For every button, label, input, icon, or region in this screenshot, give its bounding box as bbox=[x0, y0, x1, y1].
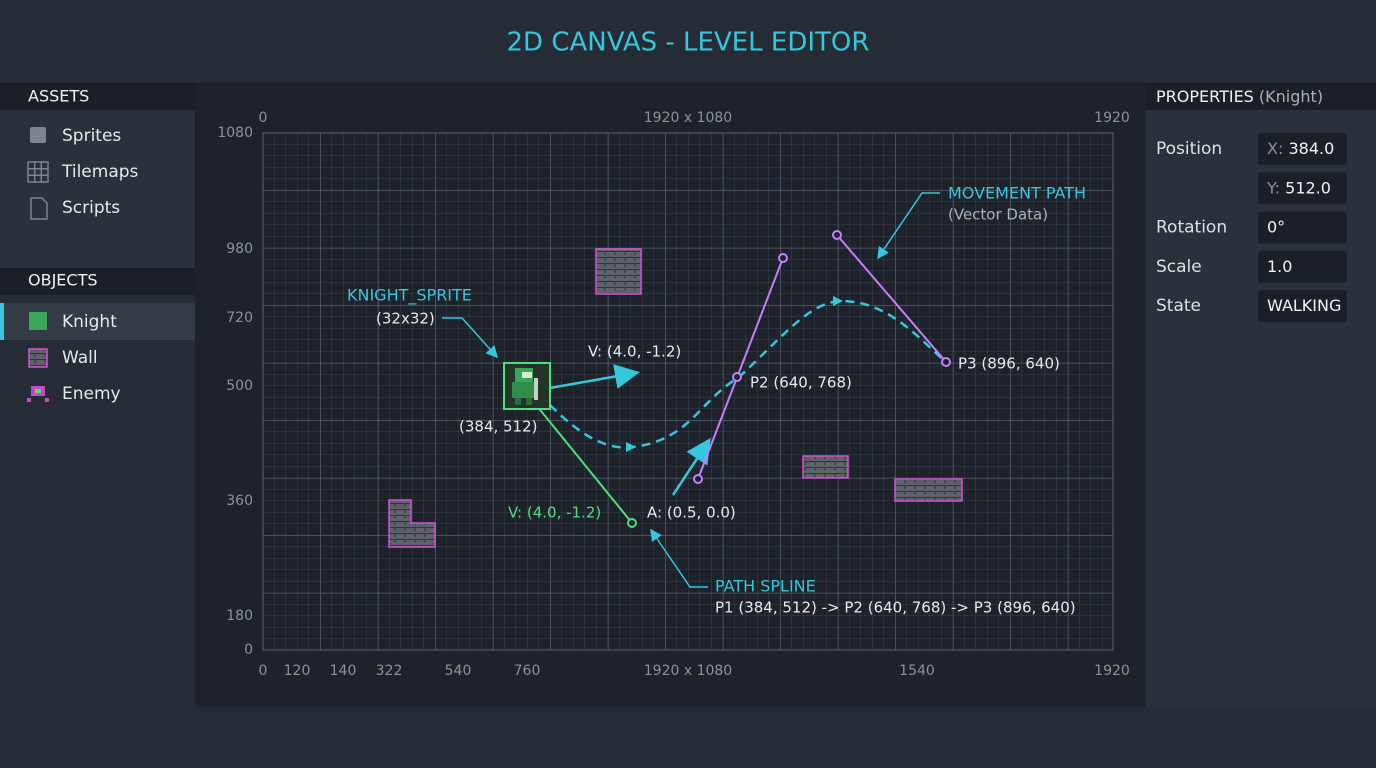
object-item[interactable]: Enemy bbox=[62, 384, 121, 404]
property-value: 0° bbox=[1267, 217, 1285, 236]
y-label: 180 bbox=[226, 608, 253, 624]
property-label: Position bbox=[1156, 139, 1222, 159]
objects-header bbox=[0, 268, 195, 295]
wall[interactable] bbox=[388, 499, 436, 548]
y-label: 500 bbox=[226, 378, 253, 394]
top-label: 1920 x 1080 bbox=[644, 110, 732, 126]
property-value: X: 384.0 bbox=[1267, 139, 1334, 158]
property-value: 1.0 bbox=[1267, 256, 1292, 275]
properties-panel bbox=[1146, 110, 1376, 707]
x-label: 1540 bbox=[899, 663, 935, 679]
value-text: WALKING bbox=[1267, 296, 1341, 315]
property-label: State bbox=[1156, 296, 1201, 316]
value-prefix: X: bbox=[1267, 139, 1283, 158]
scripts-icon bbox=[30, 197, 48, 220]
value-text: 0° bbox=[1267, 217, 1285, 236]
control-handles bbox=[693, 230, 951, 484]
asset-item[interactable]: Tilemaps bbox=[61, 162, 139, 182]
value-text: 1.0 bbox=[1267, 256, 1292, 275]
y-label: 720 bbox=[226, 310, 253, 326]
annotation: KNIGHT_SPRITE bbox=[347, 286, 472, 306]
annotation: (32x32) bbox=[376, 310, 435, 328]
annotation: P2 (640, 768) bbox=[750, 374, 852, 392]
knight-icon bbox=[29, 312, 47, 330]
grid-major bbox=[262, 132, 1114, 651]
x-label: 0 bbox=[259, 663, 268, 679]
annotation: MOVEMENT PATH bbox=[948, 184, 1086, 203]
y-label: 0 bbox=[244, 642, 253, 658]
knight-pixels bbox=[512, 368, 538, 405]
assets-title: ASSETS bbox=[28, 87, 89, 106]
sprites-icon bbox=[30, 127, 46, 143]
value-prefix: Y: bbox=[1266, 178, 1280, 197]
tilemaps-icon bbox=[27, 161, 49, 183]
annotation: (384, 512) bbox=[459, 418, 538, 436]
wall-icon bbox=[28, 348, 48, 368]
y-label: 980 bbox=[226, 241, 253, 257]
wall[interactable] bbox=[802, 455, 849, 479]
top-label: 0 bbox=[259, 110, 268, 126]
property-value: Y: 512.0 bbox=[1266, 178, 1331, 197]
property-label: Rotation bbox=[1156, 218, 1227, 238]
annotation: (Vector Data) bbox=[948, 206, 1048, 224]
leader-lines bbox=[442, 192, 940, 588]
velocity-vector bbox=[527, 394, 633, 524]
property-field[interactable] bbox=[1258, 290, 1347, 323]
y-label: 1080 bbox=[217, 125, 253, 141]
x-label: 322 bbox=[376, 663, 403, 679]
properties-header bbox=[1146, 83, 1376, 110]
selection-bar bbox=[0, 303, 4, 340]
subtitle: (Knight) bbox=[1259, 87, 1323, 106]
objects-title: OBJECTS bbox=[28, 271, 98, 290]
property-value: WALKING bbox=[1267, 296, 1341, 315]
x-label: 120 bbox=[284, 663, 311, 679]
wall[interactable] bbox=[595, 248, 642, 295]
asset-item[interactable]: Sprites bbox=[62, 126, 121, 146]
x-label: 1920 bbox=[1094, 663, 1130, 679]
asset-item[interactable]: Scripts bbox=[62, 198, 120, 218]
vector-end bbox=[627, 518, 637, 528]
annotation: PATH SPLINE bbox=[715, 577, 816, 596]
annotation: V: (4.0, -1.2) bbox=[508, 504, 601, 522]
x-label: 140 bbox=[330, 663, 357, 679]
x-label: 760 bbox=[514, 663, 541, 679]
property-field[interactable] bbox=[1258, 211, 1347, 244]
value-text: 384.0 bbox=[1288, 139, 1334, 158]
object-item[interactable]: Wall bbox=[62, 348, 98, 368]
title: PROPERTIES bbox=[1156, 87, 1254, 106]
path-spline bbox=[549, 299, 947, 449]
acceleration-arrow bbox=[671, 437, 711, 496]
property-field[interactable] bbox=[1258, 250, 1347, 283]
velocity-arrow bbox=[549, 364, 640, 390]
annotation: P1 (384, 512) -> P2 (640, 768) -> P3 (89… bbox=[715, 599, 1076, 617]
app-title: 2D CANVAS - LEVEL EDITOR bbox=[507, 28, 870, 58]
top-label: 1920 bbox=[1094, 110, 1130, 126]
value-text: 512.0 bbox=[1285, 178, 1331, 197]
properties-title: PROPERTIES (Knight) bbox=[1156, 87, 1323, 106]
annotation: A: (0.5, 0.0) bbox=[647, 504, 736, 522]
enemy-icon bbox=[27, 386, 49, 402]
property-field[interactable] bbox=[1258, 133, 1347, 165]
assets-header bbox=[0, 83, 195, 110]
property-field[interactable] bbox=[1258, 172, 1347, 205]
wall[interactable] bbox=[894, 478, 963, 502]
object-item[interactable]: Knight bbox=[62, 312, 117, 332]
annotation: V: (4.0, -1.2) bbox=[588, 343, 681, 361]
annotation: P3 (896, 640) bbox=[958, 355, 1060, 373]
y-label: 360 bbox=[226, 493, 253, 509]
property-label: Scale bbox=[1156, 257, 1202, 277]
x-label: 540 bbox=[445, 663, 472, 679]
x-label: 1920 x 1080 bbox=[644, 663, 732, 679]
